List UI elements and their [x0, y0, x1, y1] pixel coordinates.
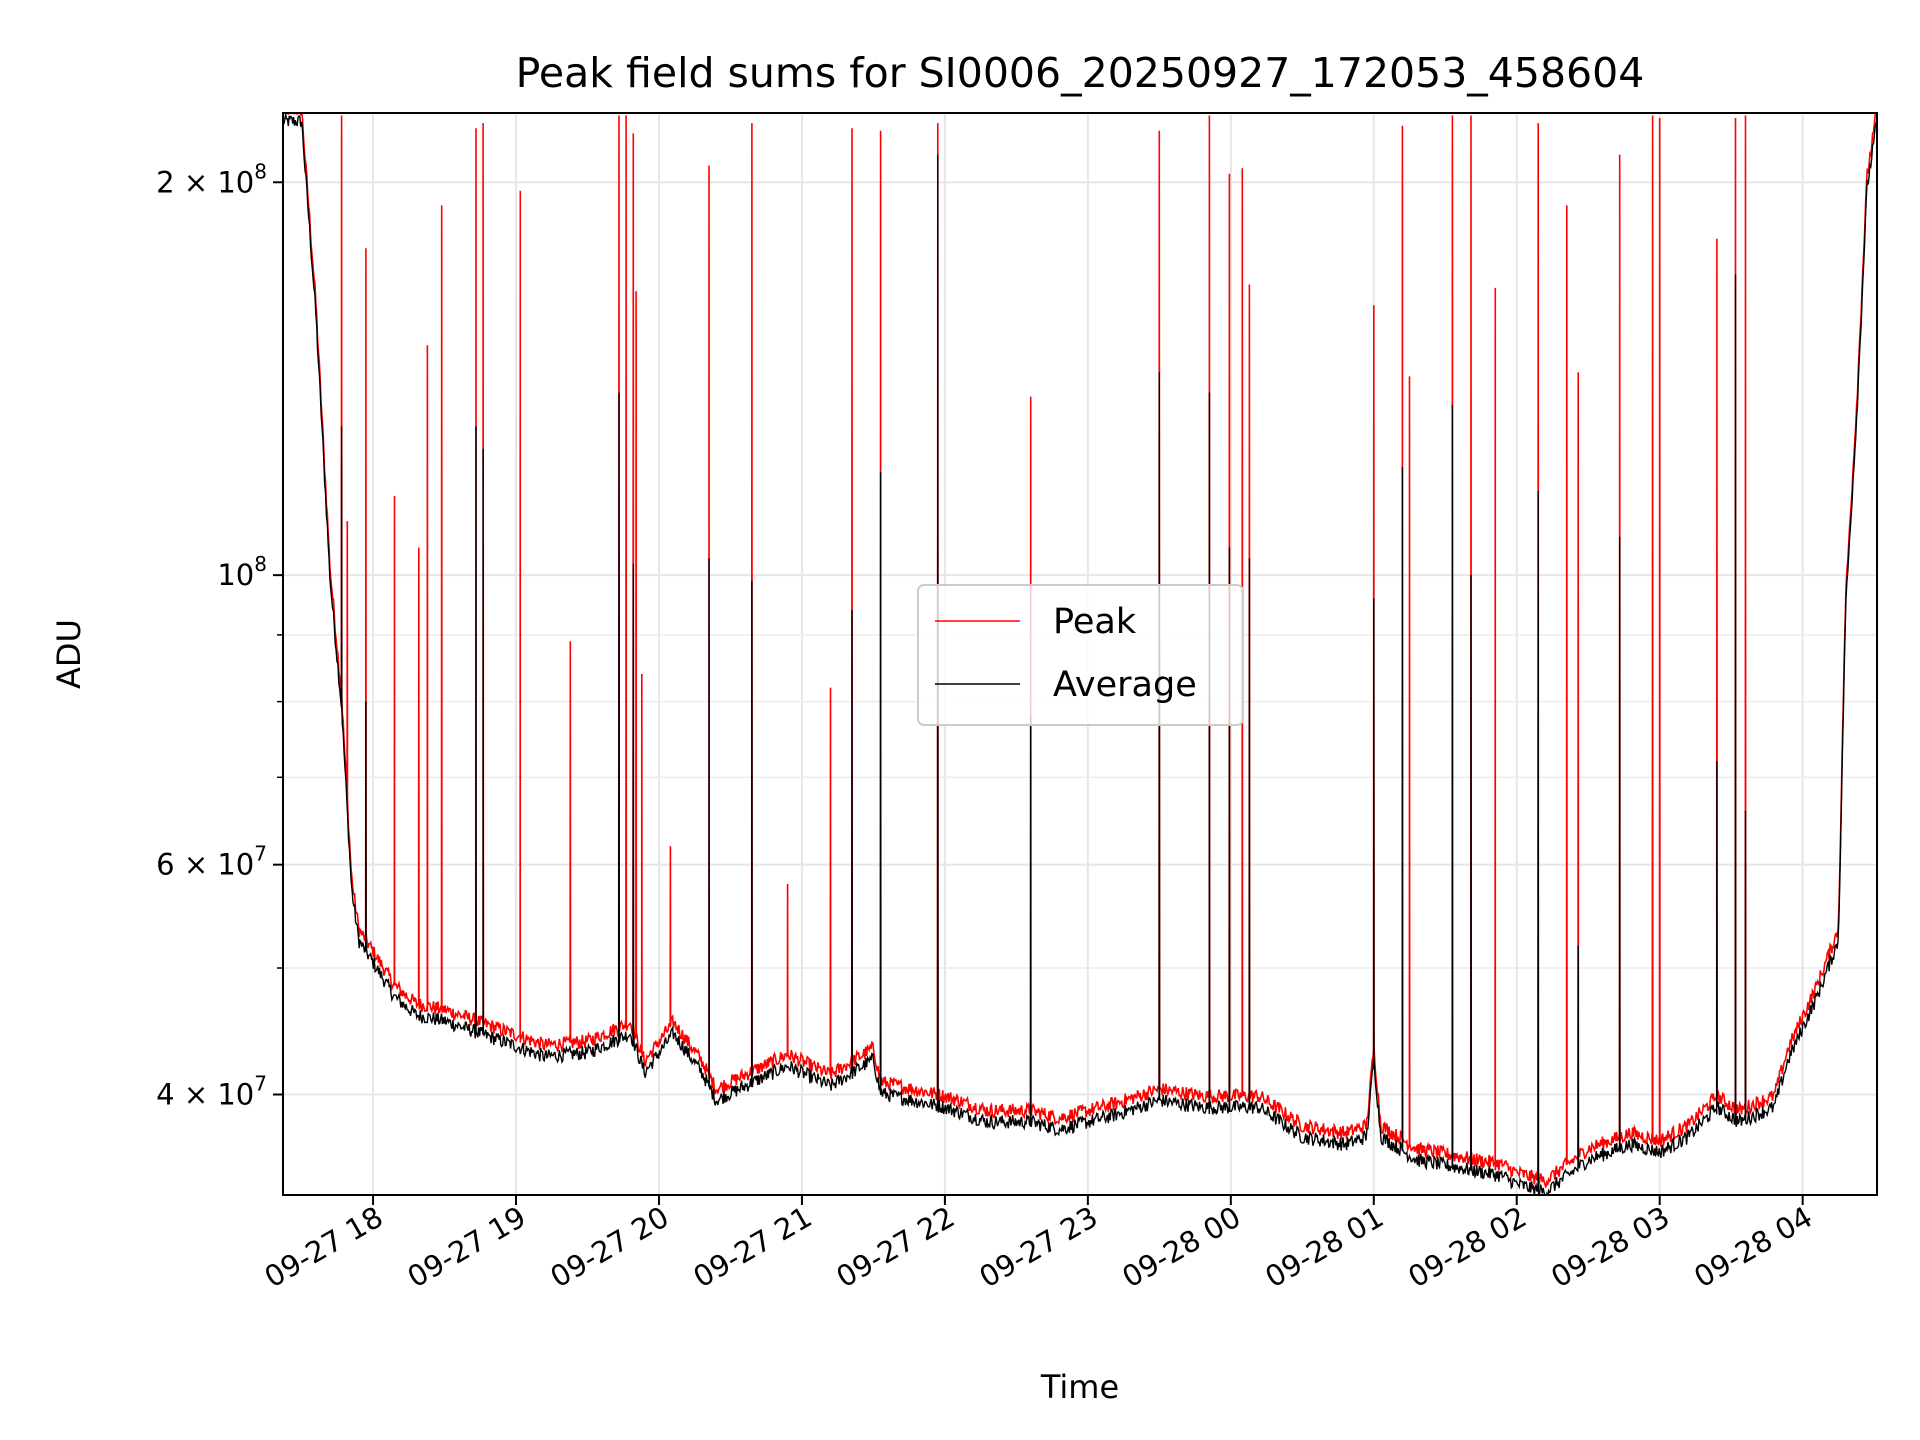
- axes-frame: [282, 112, 1878, 1196]
- series-line-peak: [287, 113, 1877, 1188]
- legend-label: Average: [1053, 665, 1197, 705]
- x-axis: 09-27 18 09-27 19 09-27 20 09-27 21 09-27 22…: [259, 1195, 1818, 1295]
- x-tick-label: 09-28 01: [1259, 1200, 1389, 1295]
- series-group: [283, 113, 1877, 1195]
- plot-area: [283, 113, 1877, 1195]
- y-axis: 4 × 107 6 × 107 108 2 × 108: [156, 159, 283, 1111]
- x-tick-label: 09-27 22: [830, 1200, 960, 1295]
- legend-entry-average: Average: [935, 665, 1197, 705]
- y-tick-label: 6 × 107: [156, 842, 267, 882]
- x-tick-label: 09-27 20: [545, 1200, 675, 1295]
- legend-label: Peak: [1053, 602, 1137, 642]
- x-tick-label: 09-27 18: [259, 1200, 389, 1295]
- legend: Peak Average: [917, 584, 1244, 726]
- x-tick-label: 09-28 02: [1402, 1200, 1532, 1295]
- y-axis-title: ADU: [50, 619, 88, 689]
- legend-box: [917, 584, 1244, 726]
- x-tick-label: 09-28 00: [1116, 1200, 1246, 1295]
- y-tick-label: 4 × 107: [156, 1071, 267, 1111]
- series-line-average: [283, 114, 1877, 1195]
- y-tick-label: 108: [217, 552, 267, 592]
- x-axis-title: Time: [1040, 1368, 1119, 1406]
- x-tick-label: 09-27 19: [402, 1200, 532, 1295]
- y-tick-label: 2 × 108: [156, 159, 267, 199]
- legend-entry-peak: Peak: [935, 602, 1137, 642]
- x-tick-label: 09-27 23: [973, 1200, 1103, 1295]
- x-tick-label: 09-27 21: [688, 1200, 818, 1295]
- x-tick-label: 09-28 04: [1688, 1200, 1818, 1295]
- chart-title: Peak field sums for SI0006_20250927_1720…: [516, 49, 1645, 97]
- x-tick-label: 09-28 03: [1545, 1200, 1675, 1295]
